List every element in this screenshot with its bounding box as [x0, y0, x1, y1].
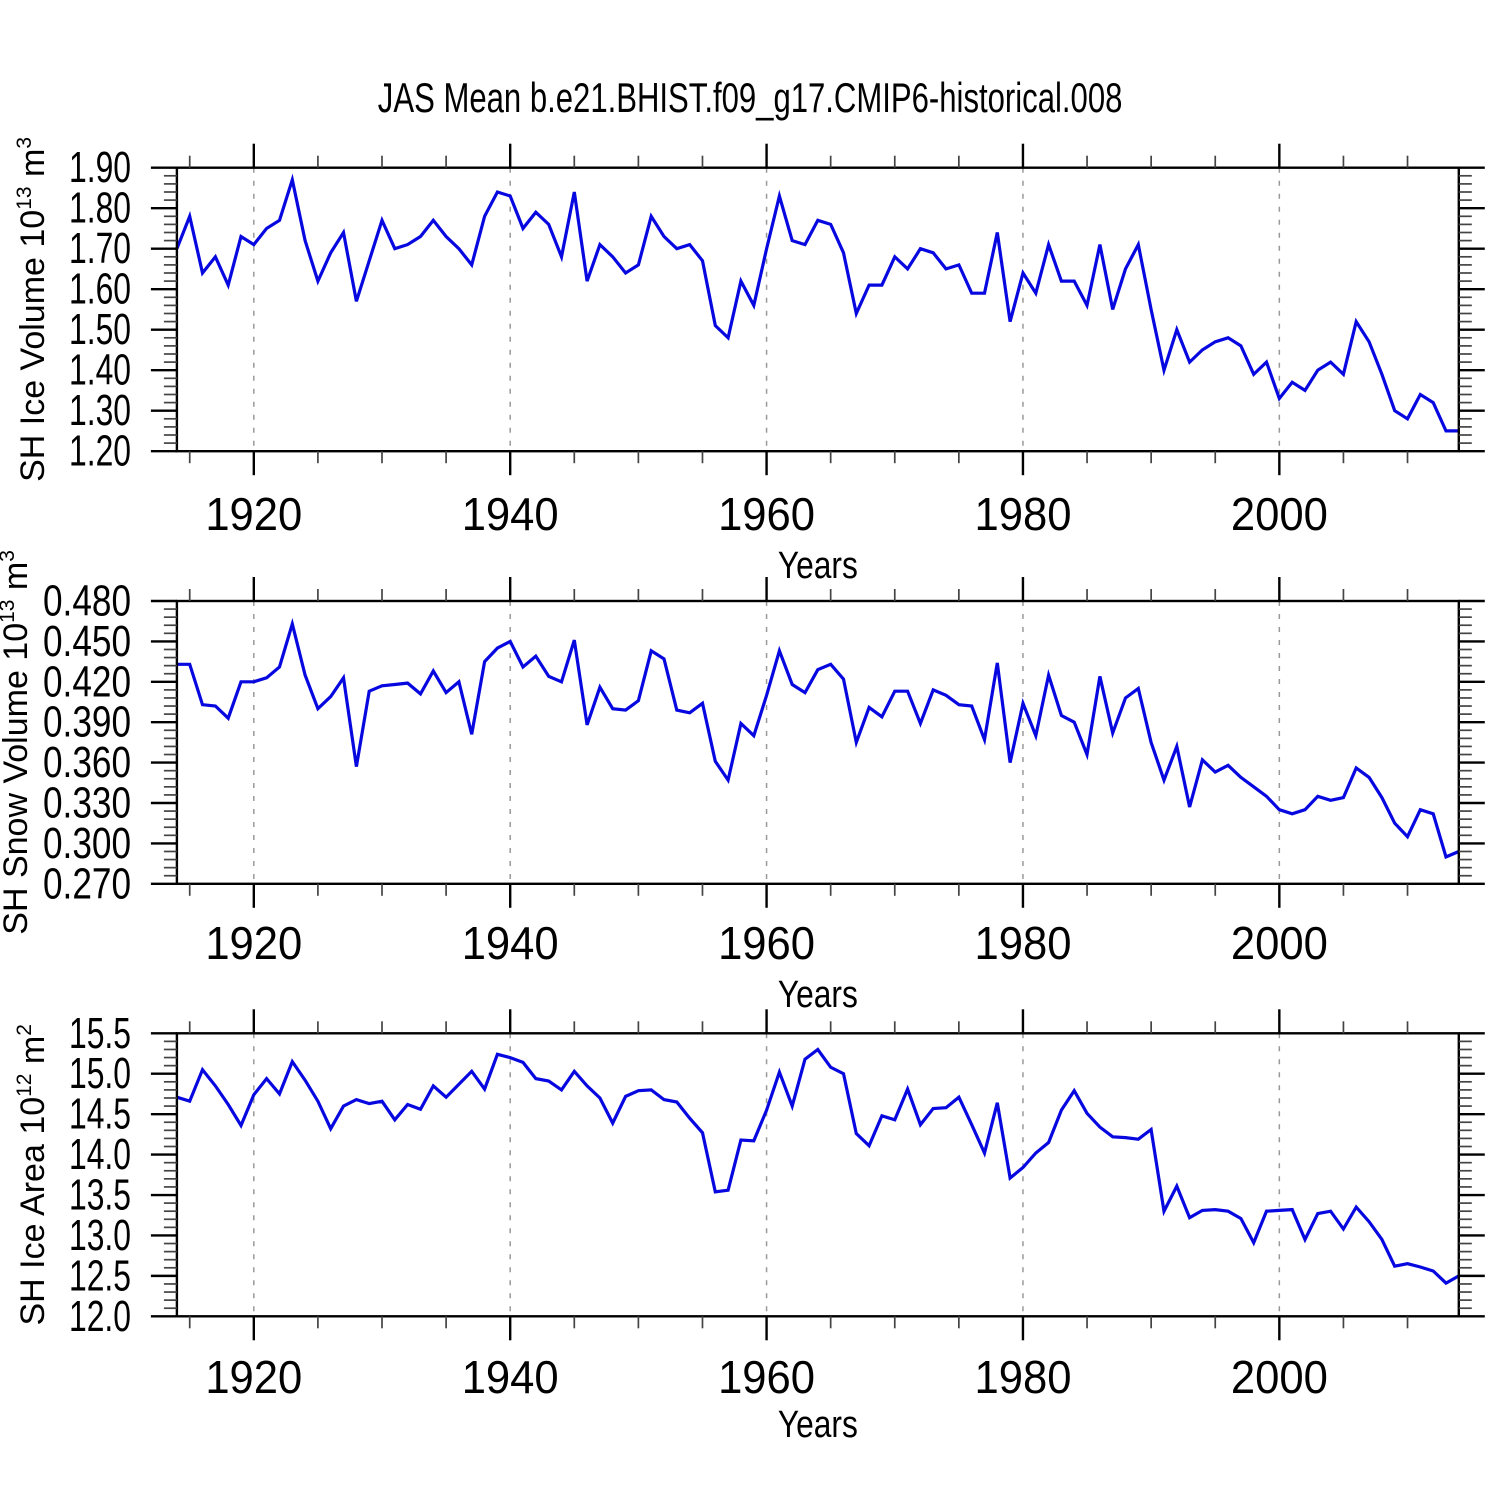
x-tick-label: 1960	[718, 1351, 815, 1403]
y-tick-label: 1.40	[69, 346, 131, 395]
y-tick-label: 1.50	[69, 305, 131, 354]
x-tick-label: 2000	[1231, 917, 1328, 969]
x-tick-label: 1920	[205, 488, 302, 540]
x-tick-label: 1940	[462, 917, 559, 969]
panel-sh-ice-volume: 1.201.301.401.501.601.701.801.90 1920 1940…	[13, 137, 1485, 587]
plot-border	[175, 599, 1461, 885]
y-tick-label: 0.480	[43, 577, 131, 626]
x-tick-label: 1980	[974, 917, 1071, 969]
y-tick-label: 1.70	[69, 224, 131, 273]
y-axis-title: SH Snow Volume 1013 m3	[0, 550, 35, 935]
panel-sh-snow-volume: 0.2700.3000.3300.3600.3900.4200.4500.480…	[0, 550, 1485, 1016]
y-tick-label: 1.60	[69, 265, 131, 314]
y-axis-title: SH Ice Area 1012 m2	[13, 1024, 52, 1326]
y-tick-label: 0.450	[43, 617, 131, 666]
y-tick-label: 1.90	[69, 143, 131, 192]
x-axis-title: Years	[778, 1404, 858, 1446]
y-tick-label: 0.360	[43, 738, 131, 787]
y-tick-label: 0.270	[43, 859, 131, 908]
y-tick-label: 13.0	[69, 1211, 131, 1260]
y-tick-label: 0.390	[43, 698, 131, 747]
plot-border	[175, 1032, 1461, 1318]
y-tick-label: 13.5	[69, 1171, 131, 1220]
y-tick-label: 12.0	[69, 1292, 131, 1341]
data-line-sh-snow-volume	[176, 617, 1460, 860]
x-tick-label: 1940	[462, 488, 559, 540]
data-line-sh-ice-volume	[175, 173, 1459, 433]
x-axis-title: Years	[778, 974, 858, 1016]
data-line-sh-ice-area	[176, 1047, 1460, 1286]
x-tick-label: 1920	[205, 1351, 302, 1403]
y-tick-label: 0.330	[43, 779, 131, 828]
y-tick-label: 1.80	[69, 184, 131, 233]
y-axis-title: SH Ice Volume 1013 m3	[13, 137, 52, 482]
x-tick-label: 1980	[974, 1351, 1071, 1403]
y-tick-label: 15.0	[69, 1049, 131, 1098]
y-tick-label: 0.300	[43, 819, 131, 868]
plot-border	[175, 166, 1461, 453]
x-tick-label: 1940	[462, 1351, 559, 1403]
y-tick-label: 14.5	[69, 1090, 131, 1139]
x-axis-title: Years	[778, 545, 858, 587]
y-tick-label: 12.5	[69, 1251, 131, 1300]
x-tick-label: 1980	[974, 488, 1071, 540]
x-tick-label: 2000	[1231, 488, 1328, 540]
y-tick-label: 0.420	[43, 657, 131, 706]
x-tick-label: 2000	[1231, 1351, 1328, 1403]
y-tick-label: 15.5	[69, 1009, 131, 1058]
panel-sh-ice-area: 12.012.513.013.514.014.515.015.5 1920 1940…	[13, 1009, 1485, 1446]
y-tick-label: 1.30	[69, 386, 131, 435]
x-tick-label: 1920	[205, 917, 302, 969]
x-tick-label: 1960	[718, 917, 815, 969]
y-tick-label: 14.0	[69, 1130, 131, 1179]
y-tick-label: 1.20	[69, 427, 131, 476]
x-tick-label: 1960	[718, 488, 815, 540]
